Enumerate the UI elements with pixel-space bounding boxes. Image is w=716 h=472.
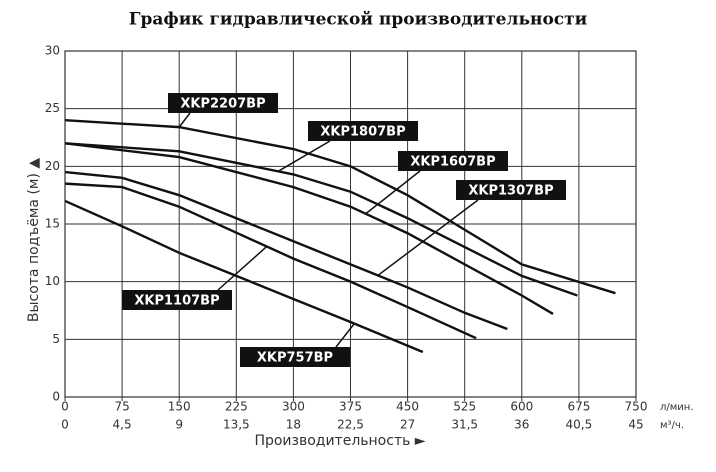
- x2-tick-label: 9: [175, 418, 183, 432]
- legend-box: [308, 121, 418, 141]
- leader-line: [365, 170, 421, 215]
- x-tick-label: 300: [282, 400, 305, 414]
- x2-tick-label: 45: [628, 418, 643, 432]
- x2-tick-label: 27: [400, 418, 415, 432]
- x2-tick-label: 0: [61, 418, 69, 432]
- y-tick-label: 15: [45, 217, 60, 231]
- x-tick-label: 225: [225, 400, 248, 414]
- leader-line: [217, 245, 268, 291]
- series-line: [64, 119, 616, 295]
- legend-label: XKP1607BP: [410, 155, 495, 170]
- series-line: [64, 142, 554, 315]
- x-tick-label: 75: [114, 400, 129, 414]
- plot-frame: [64, 50, 637, 398]
- x2-tick-label: 31,5: [451, 418, 478, 432]
- legend-box: [122, 290, 232, 310]
- y-tick-label: 0: [52, 390, 60, 404]
- x2-tick-label: 18: [286, 418, 301, 432]
- legend-label: XKP1107BP: [134, 294, 219, 309]
- y-tick-label: 5: [52, 332, 60, 346]
- series-line: [64, 199, 424, 354]
- legend-label: XKP757BP: [257, 351, 333, 366]
- legend-box: [398, 151, 508, 171]
- x2-tick-label: 40,5: [566, 418, 593, 432]
- legend-box: [240, 347, 350, 367]
- x2-tick-label: 22,5: [337, 418, 364, 432]
- leader-line: [335, 323, 355, 348]
- x-tick-label: 150: [168, 400, 191, 414]
- y-tick-label: 10: [45, 274, 60, 288]
- legend-label: XKP1807BP: [320, 125, 405, 140]
- y-tick-label: 30: [45, 44, 60, 58]
- series-line: [64, 142, 578, 297]
- chart-title: График гидравлической производительности: [129, 10, 588, 30]
- x-tick-label: 525: [453, 400, 476, 414]
- x-tick-label: 375: [339, 400, 362, 414]
- y-tick-label: 20: [45, 159, 60, 173]
- leader-line: [377, 199, 479, 277]
- x2-tick-label: 13,5: [223, 418, 250, 432]
- x-tick-label: 450: [396, 400, 419, 414]
- legend-label: XKP2207BP: [180, 97, 265, 112]
- legend-box: [456, 180, 566, 200]
- x-tick-label: 675: [567, 400, 590, 414]
- legend-box: [168, 93, 278, 113]
- leader-line: [277, 140, 331, 172]
- y-tick-label: 25: [45, 101, 60, 115]
- legend-label: XKP1307BP: [468, 184, 553, 199]
- x2-tick-label: 4,5: [113, 418, 132, 432]
- y-axis-label: Высота подъёма (м) ▲: [26, 158, 42, 323]
- x-unit: л/мин.: [660, 402, 694, 413]
- x2-unit: м³/ч.: [660, 420, 684, 431]
- x-axis-label: Производительность ►: [254, 433, 425, 449]
- leader-line: [178, 112, 191, 128]
- series-line: [64, 170, 508, 331]
- x-tick-label: 600: [510, 400, 533, 414]
- x-tick-label: 750: [625, 400, 648, 414]
- x2-tick-label: 36: [514, 418, 529, 432]
- series-line: [64, 182, 477, 340]
- x-tick-label: 0: [61, 400, 69, 414]
